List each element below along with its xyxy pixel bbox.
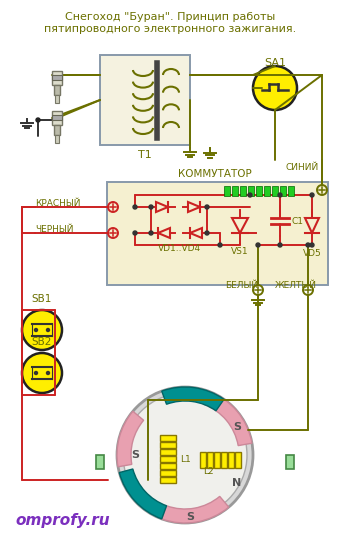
Wedge shape xyxy=(203,391,252,446)
Text: S: S xyxy=(233,422,241,432)
Bar xyxy=(200,452,206,468)
Text: VS1: VS1 xyxy=(231,247,249,256)
Wedge shape xyxy=(119,469,167,519)
Bar xyxy=(160,477,176,483)
Circle shape xyxy=(278,243,282,247)
Circle shape xyxy=(117,387,253,523)
Bar xyxy=(286,455,294,469)
Text: omprofy.ru: omprofy.ru xyxy=(15,513,109,528)
Bar xyxy=(52,115,62,120)
Bar xyxy=(256,186,262,196)
Bar xyxy=(160,463,176,469)
Text: VD5: VD5 xyxy=(303,249,321,258)
Bar xyxy=(55,135,59,143)
Bar xyxy=(160,456,176,462)
Circle shape xyxy=(47,372,50,375)
Bar xyxy=(221,452,227,468)
Circle shape xyxy=(133,205,137,209)
Bar xyxy=(207,452,213,468)
Bar xyxy=(240,186,246,196)
Text: ЧЕРНЫЙ: ЧЕРНЫЙ xyxy=(35,226,73,234)
Text: КОММУТАТОР: КОММУТАТОР xyxy=(178,169,252,179)
Text: БЕЛЫЙ: БЕЛЫЙ xyxy=(225,280,258,289)
Circle shape xyxy=(149,205,153,209)
Circle shape xyxy=(253,66,297,110)
Text: T1: T1 xyxy=(138,150,152,160)
Bar xyxy=(288,186,294,196)
Circle shape xyxy=(205,205,209,209)
Text: L1: L1 xyxy=(180,455,191,463)
Circle shape xyxy=(36,118,40,122)
Text: SB2: SB2 xyxy=(32,337,52,347)
Circle shape xyxy=(133,231,137,235)
Bar xyxy=(52,71,62,85)
Bar xyxy=(52,75,62,80)
Bar xyxy=(160,435,176,441)
Wedge shape xyxy=(117,411,143,467)
Text: пятипроводного электронного зажигания.: пятипроводного электронного зажигания. xyxy=(44,24,296,34)
Bar xyxy=(224,186,230,196)
Bar xyxy=(228,452,234,468)
Bar xyxy=(235,452,241,468)
Wedge shape xyxy=(162,496,229,523)
Text: ЖЕЛТЫЙ: ЖЕЛТЫЙ xyxy=(275,280,317,289)
Text: S: S xyxy=(186,512,194,522)
Text: КРАСНЫЙ: КРАСНЫЙ xyxy=(35,199,81,208)
Circle shape xyxy=(22,353,62,393)
Circle shape xyxy=(248,193,252,197)
Text: L2: L2 xyxy=(203,468,214,476)
Circle shape xyxy=(149,231,153,235)
Text: N: N xyxy=(232,478,242,488)
Text: VD1..VD4: VD1..VD4 xyxy=(157,244,201,253)
Bar xyxy=(107,182,328,285)
Bar xyxy=(100,55,190,145)
Circle shape xyxy=(47,328,50,332)
Bar xyxy=(272,186,278,196)
Bar xyxy=(52,111,62,125)
Bar xyxy=(160,470,176,476)
Bar xyxy=(248,186,254,196)
Bar xyxy=(54,85,60,95)
Text: SB1: SB1 xyxy=(32,294,52,304)
Bar xyxy=(55,95,59,103)
Circle shape xyxy=(205,231,209,235)
Text: S: S xyxy=(131,450,139,460)
Text: C1: C1 xyxy=(291,217,303,226)
Circle shape xyxy=(310,193,314,197)
Circle shape xyxy=(310,243,314,247)
Bar xyxy=(160,449,176,455)
Bar xyxy=(214,452,220,468)
Text: SA1: SA1 xyxy=(264,58,286,68)
Bar xyxy=(280,186,286,196)
Text: СИНИЙ: СИНИЙ xyxy=(285,164,318,172)
Bar xyxy=(232,186,238,196)
Circle shape xyxy=(123,393,247,517)
Wedge shape xyxy=(162,387,224,411)
Circle shape xyxy=(218,243,222,247)
Circle shape xyxy=(278,193,282,197)
Circle shape xyxy=(306,243,310,247)
Bar xyxy=(264,186,270,196)
Circle shape xyxy=(256,243,260,247)
Bar xyxy=(160,442,176,448)
Circle shape xyxy=(22,310,62,350)
Circle shape xyxy=(34,328,37,332)
Text: Снегоход "Буран". Принцип работы: Снегоход "Буран". Принцип работы xyxy=(65,12,275,22)
Bar xyxy=(96,455,104,469)
Bar xyxy=(54,125,60,135)
Circle shape xyxy=(34,372,37,375)
